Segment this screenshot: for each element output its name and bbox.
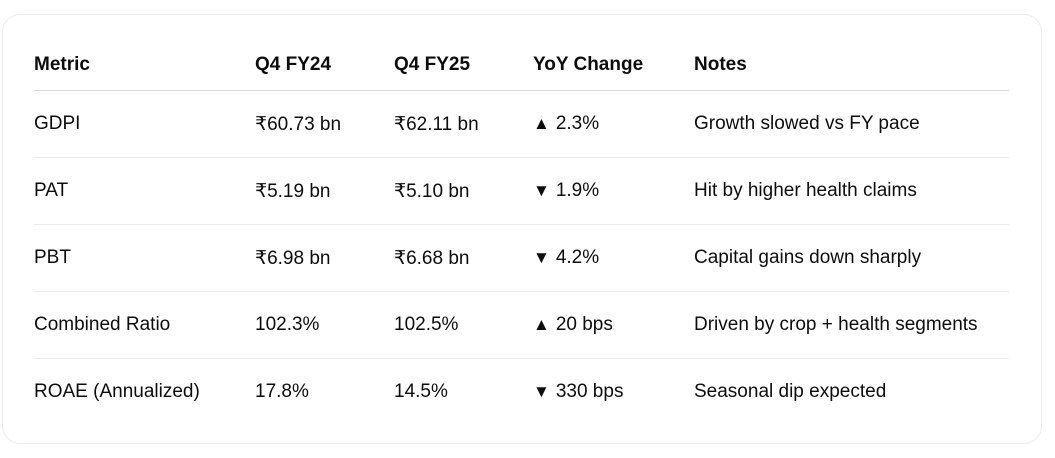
down-arrow-icon: ▼ <box>533 181 550 200</box>
table-row: Combined Ratio 102.3% 102.5% ▲ 20 bps Dri… <box>34 291 1009 359</box>
table-header-row: Metric Q4 FY24 Q4 FY25 YoY Change Notes <box>34 40 1009 91</box>
cell-yoy-change: ▼ 4.2% <box>533 224 694 292</box>
header-yoy-change: YoY Change <box>533 40 694 91</box>
table-card: Metric Q4 FY24 Q4 FY25 YoY Change Notes … <box>2 14 1042 444</box>
cell-q4-fy25: 14.5% <box>394 381 448 402</box>
cell-notes: Driven by crop + health segments <box>694 291 1009 359</box>
cell-q4-fy24: 17.8% <box>255 381 309 402</box>
cell-metric: ROAE (Annualized) <box>34 381 200 402</box>
header-metric: Metric <box>34 40 255 91</box>
cell-metric: PAT <box>34 157 255 225</box>
down-arrow-icon: ▼ <box>533 248 550 267</box>
cell-metric: Combined Ratio <box>34 291 255 359</box>
cell-metric: PBT <box>34 224 255 292</box>
cell-yoy-change: ▲ 2.3% <box>533 90 694 158</box>
cell-yoy-change: ▼ 1.9% <box>533 157 694 225</box>
cell-yoy-change: ▲ 20 bps <box>533 291 694 359</box>
table-row: PAT ₹5.19 bn ₹5.10 bn ▼ 1.9% Hit by highe… <box>34 157 1009 225</box>
cell-notes: Hit by higher health claims <box>694 157 1009 225</box>
header-q4-fy24: Q4 FY24 <box>255 40 394 91</box>
header-notes: Notes <box>694 40 1009 91</box>
header-q4-fy25: Q4 FY25 <box>394 40 533 91</box>
cell-notes: Capital gains down sharply <box>694 224 1009 292</box>
change-value: 330 bps <box>555 381 624 402</box>
up-arrow-icon: ▲ <box>533 315 550 334</box>
cell-q4-fy25: 102.5% <box>394 291 533 359</box>
change-value: 4.2% <box>555 247 600 268</box>
cell-q4-fy25: ₹5.10 bn <box>394 157 533 225</box>
cell-q4-fy24: ₹60.73 bn <box>255 90 394 158</box>
cell-q4-fy25: ₹6.68 bn <box>394 224 533 292</box>
table-row: GDPI ₹60.73 bn ₹62.11 bn ▲ 2.3% Growth sl… <box>34 90 1009 158</box>
cell-notes: Seasonal dip expected <box>694 381 887 402</box>
cell-metric: GDPI <box>34 90 255 158</box>
change-value: 1.9% <box>555 180 600 201</box>
change-value: 20 bps <box>555 314 613 335</box>
cell-q4-fy25: ₹62.11 bn <box>394 90 533 158</box>
up-arrow-icon: ▲ <box>533 114 550 133</box>
down-arrow-icon: ▼ <box>533 382 550 401</box>
table-row: ROAE (Annualized) 17.8% 14.5% ▼ 330 bps S… <box>34 359 1009 426</box>
change-value: 2.3% <box>555 113 600 134</box>
metrics-table: Metric Q4 FY24 Q4 FY25 YoY Change Notes … <box>34 40 1009 425</box>
cell-q4-fy24: ₹5.19 bn <box>255 157 394 225</box>
cell-q4-fy24: 102.3% <box>255 291 394 359</box>
cell-notes: Growth slowed vs FY pace <box>694 90 1009 158</box>
cell-q4-fy24: ₹6.98 bn <box>255 224 394 292</box>
cell-yoy-change: ▼ 330 bps <box>533 359 694 426</box>
table-row: PBT ₹6.98 bn ₹6.68 bn ▼ 4.2% Capital gain… <box>34 224 1009 292</box>
